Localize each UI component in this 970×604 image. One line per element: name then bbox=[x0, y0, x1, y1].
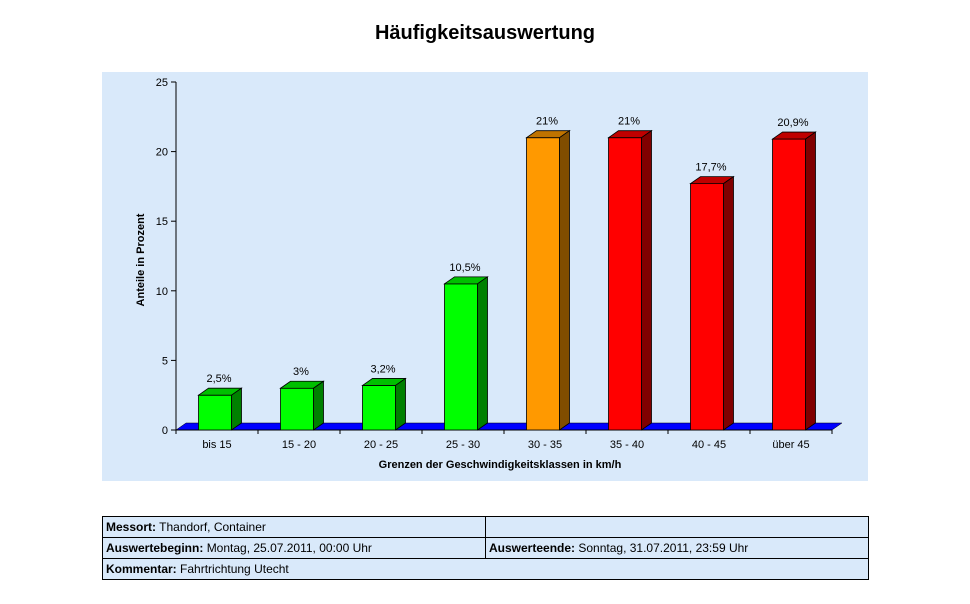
beginn-label: Auswertebeginn: bbox=[106, 541, 204, 555]
x-tick-label: bis 15 bbox=[202, 439, 231, 451]
bar bbox=[279, 380, 325, 431]
y-tick-label: 10 bbox=[156, 286, 168, 298]
kommentar-cell: Kommentar: Fahrtrichtung Utecht bbox=[102, 558, 869, 580]
ende-label: Auswerteende: bbox=[489, 541, 576, 555]
bar-side bbox=[313, 380, 324, 431]
beginn-cell: Auswertebeginn: Montag, 25.07.2011, 00:0… bbox=[102, 537, 486, 559]
chart-floor bbox=[175, 422, 843, 431]
y-tick-label: 20 bbox=[156, 147, 168, 159]
info-row-messort: Messort: Thandorf, Container bbox=[102, 516, 869, 538]
data-label: 21% bbox=[618, 116, 640, 128]
kommentar-value: Fahrtrichtung Utecht bbox=[180, 562, 289, 576]
x-axis-title: Grenzen der Geschwindigkeitsklassen in k… bbox=[379, 459, 622, 471]
x-tick-label: 40 - 45 bbox=[692, 439, 726, 451]
data-label: 2,5% bbox=[206, 373, 231, 385]
ende-value: Sonntag, 31.07.2011, 23:59 Uhr bbox=[578, 541, 749, 555]
data-label: 10,5% bbox=[449, 262, 480, 274]
messort-value: Thandorf, Container bbox=[159, 520, 266, 534]
x-tick-label: 35 - 40 bbox=[610, 439, 644, 451]
bar-side bbox=[231, 387, 242, 431]
chart-title: Häufigkeitsauswertung bbox=[374, 22, 596, 44]
bar-side bbox=[641, 129, 652, 431]
data-label: 21% bbox=[536, 116, 558, 128]
x-tick-label: 25 - 30 bbox=[446, 439, 480, 451]
info-row-zeitraum: Auswertebeginn: Montag, 25.07.2011, 00:0… bbox=[102, 537, 869, 559]
data-label: 3,2% bbox=[370, 363, 395, 375]
y-tick-label: 5 bbox=[162, 355, 168, 367]
data-label: 17,7% bbox=[695, 162, 726, 174]
bar-side bbox=[477, 276, 488, 431]
bar-chart: 0 5 10 15 20 25 bis 15 15 - 20 20 - 25 25 - 30 30 … bbox=[135, 77, 843, 471]
bar bbox=[771, 131, 817, 431]
messort-cell: Messort: Thandorf, Container bbox=[102, 516, 486, 538]
bar-front bbox=[444, 283, 478, 431]
bar bbox=[607, 129, 653, 431]
data-label: 20,9% bbox=[777, 117, 808, 129]
bar-front bbox=[608, 137, 642, 431]
bar-side bbox=[723, 175, 734, 431]
empty-cell bbox=[485, 516, 869, 538]
x-tick-label: 30 - 35 bbox=[528, 439, 562, 451]
bar bbox=[689, 175, 735, 431]
x-tick-label: über 45 bbox=[772, 439, 809, 451]
bar bbox=[361, 377, 407, 431]
bar-front bbox=[198, 394, 232, 431]
bar-side bbox=[805, 131, 816, 431]
kommentar-label: Kommentar: bbox=[106, 562, 177, 576]
bar bbox=[197, 387, 243, 431]
bar-front bbox=[772, 138, 806, 431]
x-tick-label: 20 - 25 bbox=[364, 439, 398, 451]
y-tick-label: 15 bbox=[156, 216, 168, 228]
y-tick-label: 25 bbox=[156, 77, 168, 89]
bar-front bbox=[526, 137, 560, 431]
x-tick-label: 15 - 20 bbox=[282, 439, 316, 451]
bar bbox=[443, 276, 489, 431]
bar-side bbox=[395, 377, 406, 431]
beginn-value: Montag, 25.07.2011, 00:00 Uhr bbox=[206, 541, 372, 555]
bar-front bbox=[690, 183, 724, 431]
bar-side bbox=[559, 129, 570, 431]
data-label: 3% bbox=[293, 366, 309, 378]
ende-cell: Auswerteende: Sonntag, 31.07.2011, 23:59… bbox=[485, 537, 869, 559]
bar-front bbox=[362, 385, 396, 431]
messort-label: Messort: bbox=[106, 520, 157, 534]
bar bbox=[525, 129, 571, 431]
info-row-kommentar: Kommentar: Fahrtrichtung Utecht bbox=[102, 558, 869, 580]
bar-front bbox=[280, 387, 314, 431]
y-tick-label: 0 bbox=[162, 425, 168, 437]
y-axis-title: Anteile in Prozent bbox=[135, 213, 147, 306]
info-table: Messort: Thandorf, Container Auswertebeg… bbox=[102, 516, 869, 580]
